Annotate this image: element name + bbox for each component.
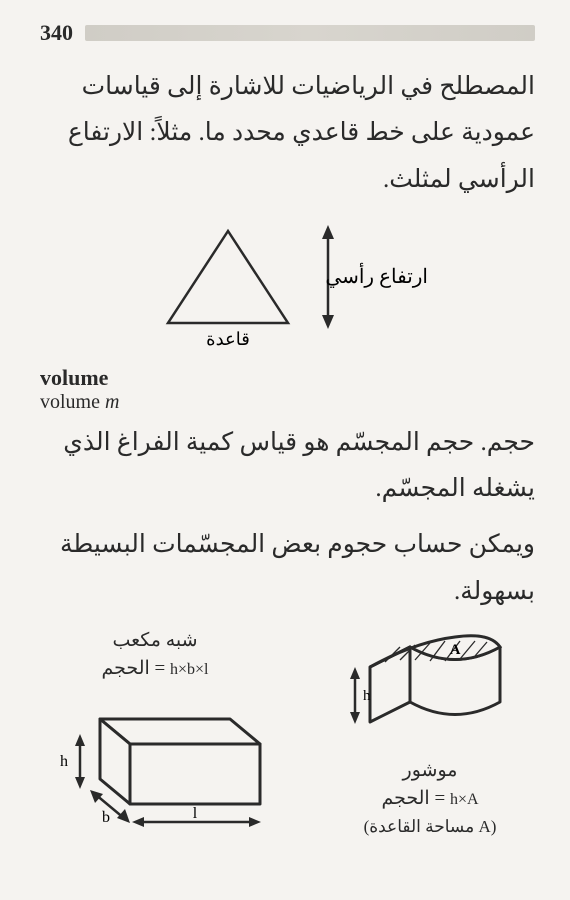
page-header: 340 (40, 20, 535, 46)
term-french-word: volume (40, 391, 100, 413)
prism-h-label: h (363, 688, 371, 704)
triangle-figure: قاعدة ارتفاع رأسي (40, 213, 535, 353)
cuboid-figure: شبه مكعب h×b×l = الحجم h (40, 627, 270, 844)
term-french: volume m (40, 391, 535, 414)
prism-figure: A h موشور h×A = الحجم (A مساحة القاعدة) (325, 627, 535, 844)
definition-altitude: المصطلح في الرياضيات للاشارة إلى قياسات … (40, 64, 535, 203)
prism-formula: h×A = الحجم (381, 785, 478, 814)
definition-volume-p2: ويمكن حساب حجوم بعض المجسّمات البسيطة بس… (40, 522, 535, 615)
triangle-base-label: قاعدة (206, 329, 250, 349)
prism-svg: A h (325, 627, 535, 757)
volume-figures: شبه مكعب h×b×l = الحجم h (40, 627, 535, 844)
cuboid-l-label: l (193, 805, 198, 822)
cuboid-b-label: b (102, 809, 110, 826)
definition-volume-p1: حجم. حجم المجسّم هو قياس كمية الفراغ الذ… (40, 420, 535, 513)
cuboid-h-label: h (60, 753, 68, 770)
triangle-svg: قاعدة ارتفاع رأسي (128, 213, 448, 353)
prism-A-label: A (450, 642, 461, 658)
term-french-gender: m (105, 391, 119, 413)
cuboid-formula: h×b×l = الحجم (102, 655, 209, 684)
triangle-height-label: ارتفاع رأسي (325, 262, 428, 288)
page-number: 340 (40, 20, 73, 46)
header-bar (85, 25, 535, 41)
cuboid-title: شبه مكعب (112, 627, 197, 656)
term-english: volume (40, 365, 535, 391)
prism-title: موشور (403, 757, 458, 786)
cuboid-svg: h b l (40, 684, 270, 844)
prism-area-note: (A مساحة القاعدة) (364, 814, 497, 840)
